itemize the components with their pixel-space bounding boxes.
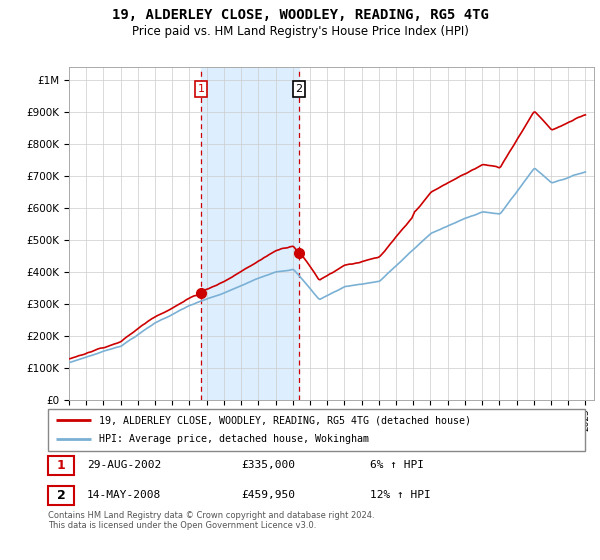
- Text: 1: 1: [197, 84, 205, 94]
- Bar: [201, 67, 299, 400]
- Text: Price paid vs. HM Land Registry's House Price Index (HPI): Price paid vs. HM Land Registry's House …: [131, 25, 469, 38]
- Text: Contains HM Land Registry data © Crown copyright and database right 2024.
This d: Contains HM Land Registry data © Crown c…: [48, 511, 374, 530]
- Text: 12% ↑ HPI: 12% ↑ HPI: [370, 490, 431, 500]
- Text: 2: 2: [296, 84, 303, 94]
- Text: HPI: Average price, detached house, Wokingham: HPI: Average price, detached house, Woki…: [99, 435, 369, 445]
- Text: 2: 2: [56, 488, 65, 502]
- Text: 1: 1: [56, 459, 65, 472]
- Text: 14-MAY-2008: 14-MAY-2008: [86, 490, 161, 500]
- Text: 29-AUG-2002: 29-AUG-2002: [86, 460, 161, 470]
- Text: 6% ↑ HPI: 6% ↑ HPI: [370, 460, 424, 470]
- Text: 19, ALDERLEY CLOSE, WOODLEY, READING, RG5 4TG (detached house): 19, ALDERLEY CLOSE, WOODLEY, READING, RG…: [99, 415, 471, 425]
- Text: £459,950: £459,950: [241, 490, 295, 500]
- FancyBboxPatch shape: [48, 456, 74, 475]
- FancyBboxPatch shape: [48, 409, 585, 451]
- Text: £335,000: £335,000: [241, 460, 295, 470]
- FancyBboxPatch shape: [48, 486, 74, 505]
- Text: 19, ALDERLEY CLOSE, WOODLEY, READING, RG5 4TG: 19, ALDERLEY CLOSE, WOODLEY, READING, RG…: [112, 8, 488, 22]
